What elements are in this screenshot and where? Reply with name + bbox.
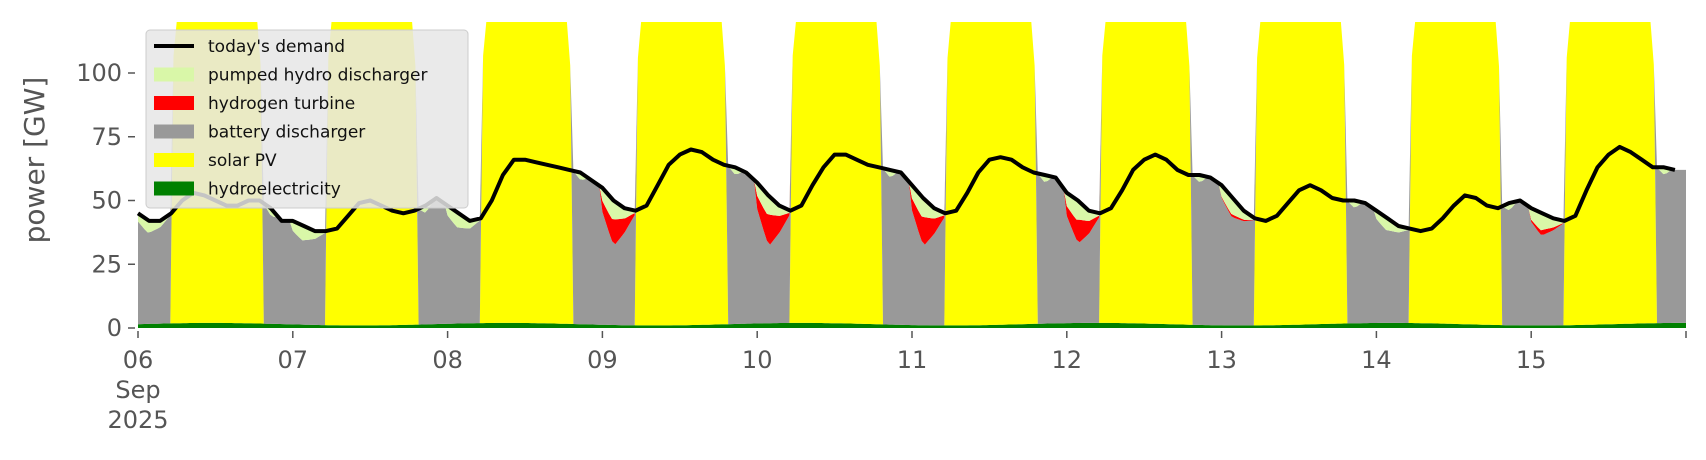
x-tick-label: 09 — [587, 346, 618, 374]
legend-swatch — [154, 96, 194, 110]
y-tick-label: 75 — [91, 123, 122, 151]
demand-line — [136, 144, 1676, 234]
x-tick-label: 07 — [278, 346, 309, 374]
legend-swatch — [154, 67, 194, 82]
area-hydrogen-turbine — [138, 22, 1686, 245]
legend-entry-label: hydrogen turbine — [208, 94, 355, 114]
legend-entry-label: today's demand — [208, 37, 345, 57]
legend-swatch — [154, 153, 194, 167]
legend-entry-label: battery discharger — [208, 123, 365, 143]
x-tick-label: 12 — [1052, 346, 1083, 374]
x-tick-label: 15 — [1516, 346, 1547, 374]
y-tick-label: 25 — [91, 250, 122, 278]
area-battery-discharger — [138, 22, 1686, 326]
legend: today's demand pumped hydro discharger hyd… — [145, 29, 469, 209]
area-solar-pv — [138, 22, 1686, 326]
demand-line-layer — [136, 144, 1676, 234]
y-tick-label: 50 — [91, 187, 122, 215]
x-tick-label: 06 — [123, 346, 154, 374]
legend-entry-label: pumped hydro discharger — [208, 66, 427, 86]
legend-entry-label: hydroelectricity — [208, 180, 341, 200]
x-tick-label: 10 — [742, 346, 773, 374]
y-axis-label: power [GW] — [18, 77, 51, 244]
area-pumped-hydro-discharger — [138, 22, 1686, 241]
legend-entry-label: solar PV — [208, 151, 277, 171]
x-tick-label: 11 — [897, 346, 928, 374]
x-tick-label: 08 — [432, 346, 463, 374]
x-tick-label: 14 — [1361, 346, 1392, 374]
stacked-areas — [138, 22, 1686, 328]
x-tick-sublabel: 2025 — [107, 406, 168, 434]
legend-box — [145, 29, 469, 209]
x-tick-sublabel: Sep — [115, 376, 160, 404]
area-hydroelectricity — [138, 322, 1686, 328]
legend-swatch — [154, 181, 194, 196]
legend-swatch — [154, 124, 194, 139]
y-tick-label: 100 — [76, 59, 122, 87]
x-tick-label: 13 — [1206, 346, 1237, 374]
y-tick-label: 0 — [107, 314, 122, 342]
